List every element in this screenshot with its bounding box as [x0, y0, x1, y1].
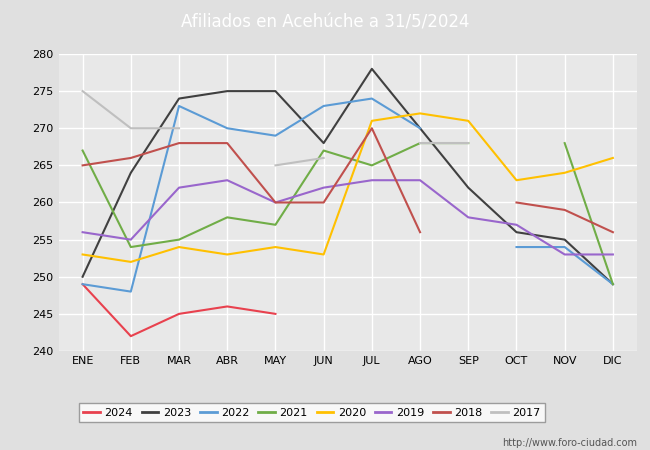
2023 — [79, 274, 86, 279]
2023 — [175, 96, 183, 101]
2023 — [561, 237, 569, 242]
2023 — [272, 88, 280, 94]
2017 — [127, 126, 135, 131]
2020 — [513, 177, 521, 183]
2024 — [272, 311, 280, 316]
2019 — [561, 252, 569, 257]
2017 — [79, 88, 86, 94]
2021 — [320, 148, 328, 153]
2018 — [224, 140, 231, 146]
Line: 2023: 2023 — [83, 69, 613, 284]
2019 — [464, 215, 472, 220]
Legend: 2024, 2023, 2022, 2021, 2020, 2019, 2018, 2017: 2024, 2023, 2022, 2021, 2020, 2019, 2018… — [79, 403, 545, 422]
2020 — [561, 170, 569, 176]
2023 — [127, 170, 135, 176]
2020 — [320, 252, 328, 257]
2020 — [127, 259, 135, 265]
2019 — [416, 177, 424, 183]
2021 — [416, 140, 424, 146]
2020 — [416, 111, 424, 116]
2022 — [368, 96, 376, 101]
2019 — [175, 185, 183, 190]
2018 — [416, 230, 424, 235]
2019 — [513, 222, 521, 227]
Line: 2024: 2024 — [83, 284, 276, 336]
2021 — [464, 140, 472, 146]
2023 — [609, 281, 617, 287]
2021 — [368, 162, 376, 168]
2023 — [368, 66, 376, 72]
Line: 2021: 2021 — [83, 143, 468, 247]
2018 — [320, 200, 328, 205]
2024 — [224, 304, 231, 309]
2018 — [272, 200, 280, 205]
Text: http://www.foro-ciudad.com: http://www.foro-ciudad.com — [502, 438, 637, 448]
2020 — [464, 118, 472, 123]
2023 — [464, 185, 472, 190]
2021 — [175, 237, 183, 242]
2021 — [127, 244, 135, 250]
2018 — [127, 155, 135, 161]
2022 — [416, 126, 424, 131]
2019 — [368, 177, 376, 183]
Line: 2017: 2017 — [83, 91, 179, 128]
2019 — [609, 252, 617, 257]
Line: 2019: 2019 — [83, 180, 613, 254]
2023 — [224, 88, 231, 94]
Line: 2022: 2022 — [83, 99, 420, 292]
2022 — [272, 133, 280, 138]
Line: 2020: 2020 — [83, 113, 613, 262]
2022 — [175, 103, 183, 108]
2019 — [272, 200, 280, 205]
2021 — [79, 148, 86, 153]
2022 — [320, 103, 328, 108]
2019 — [79, 230, 86, 235]
Text: Afiliados en Acehúche a 31/5/2024: Afiliados en Acehúche a 31/5/2024 — [181, 14, 469, 32]
2024 — [79, 281, 86, 287]
2018 — [368, 126, 376, 131]
2021 — [224, 215, 231, 220]
2018 — [79, 162, 86, 168]
Line: 2018: 2018 — [83, 128, 420, 232]
2018 — [175, 140, 183, 146]
2020 — [79, 252, 86, 257]
2019 — [320, 185, 328, 190]
2022 — [127, 289, 135, 294]
2019 — [224, 177, 231, 183]
2023 — [416, 126, 424, 131]
2020 — [272, 244, 280, 250]
2022 — [79, 281, 86, 287]
2020 — [175, 244, 183, 250]
2024 — [127, 333, 135, 339]
2020 — [609, 155, 617, 161]
2022 — [224, 126, 231, 131]
2020 — [224, 252, 231, 257]
2023 — [320, 140, 328, 146]
2024 — [175, 311, 183, 316]
2017 — [175, 126, 183, 131]
2021 — [272, 222, 280, 227]
2023 — [513, 230, 521, 235]
2020 — [368, 118, 376, 123]
2019 — [127, 237, 135, 242]
